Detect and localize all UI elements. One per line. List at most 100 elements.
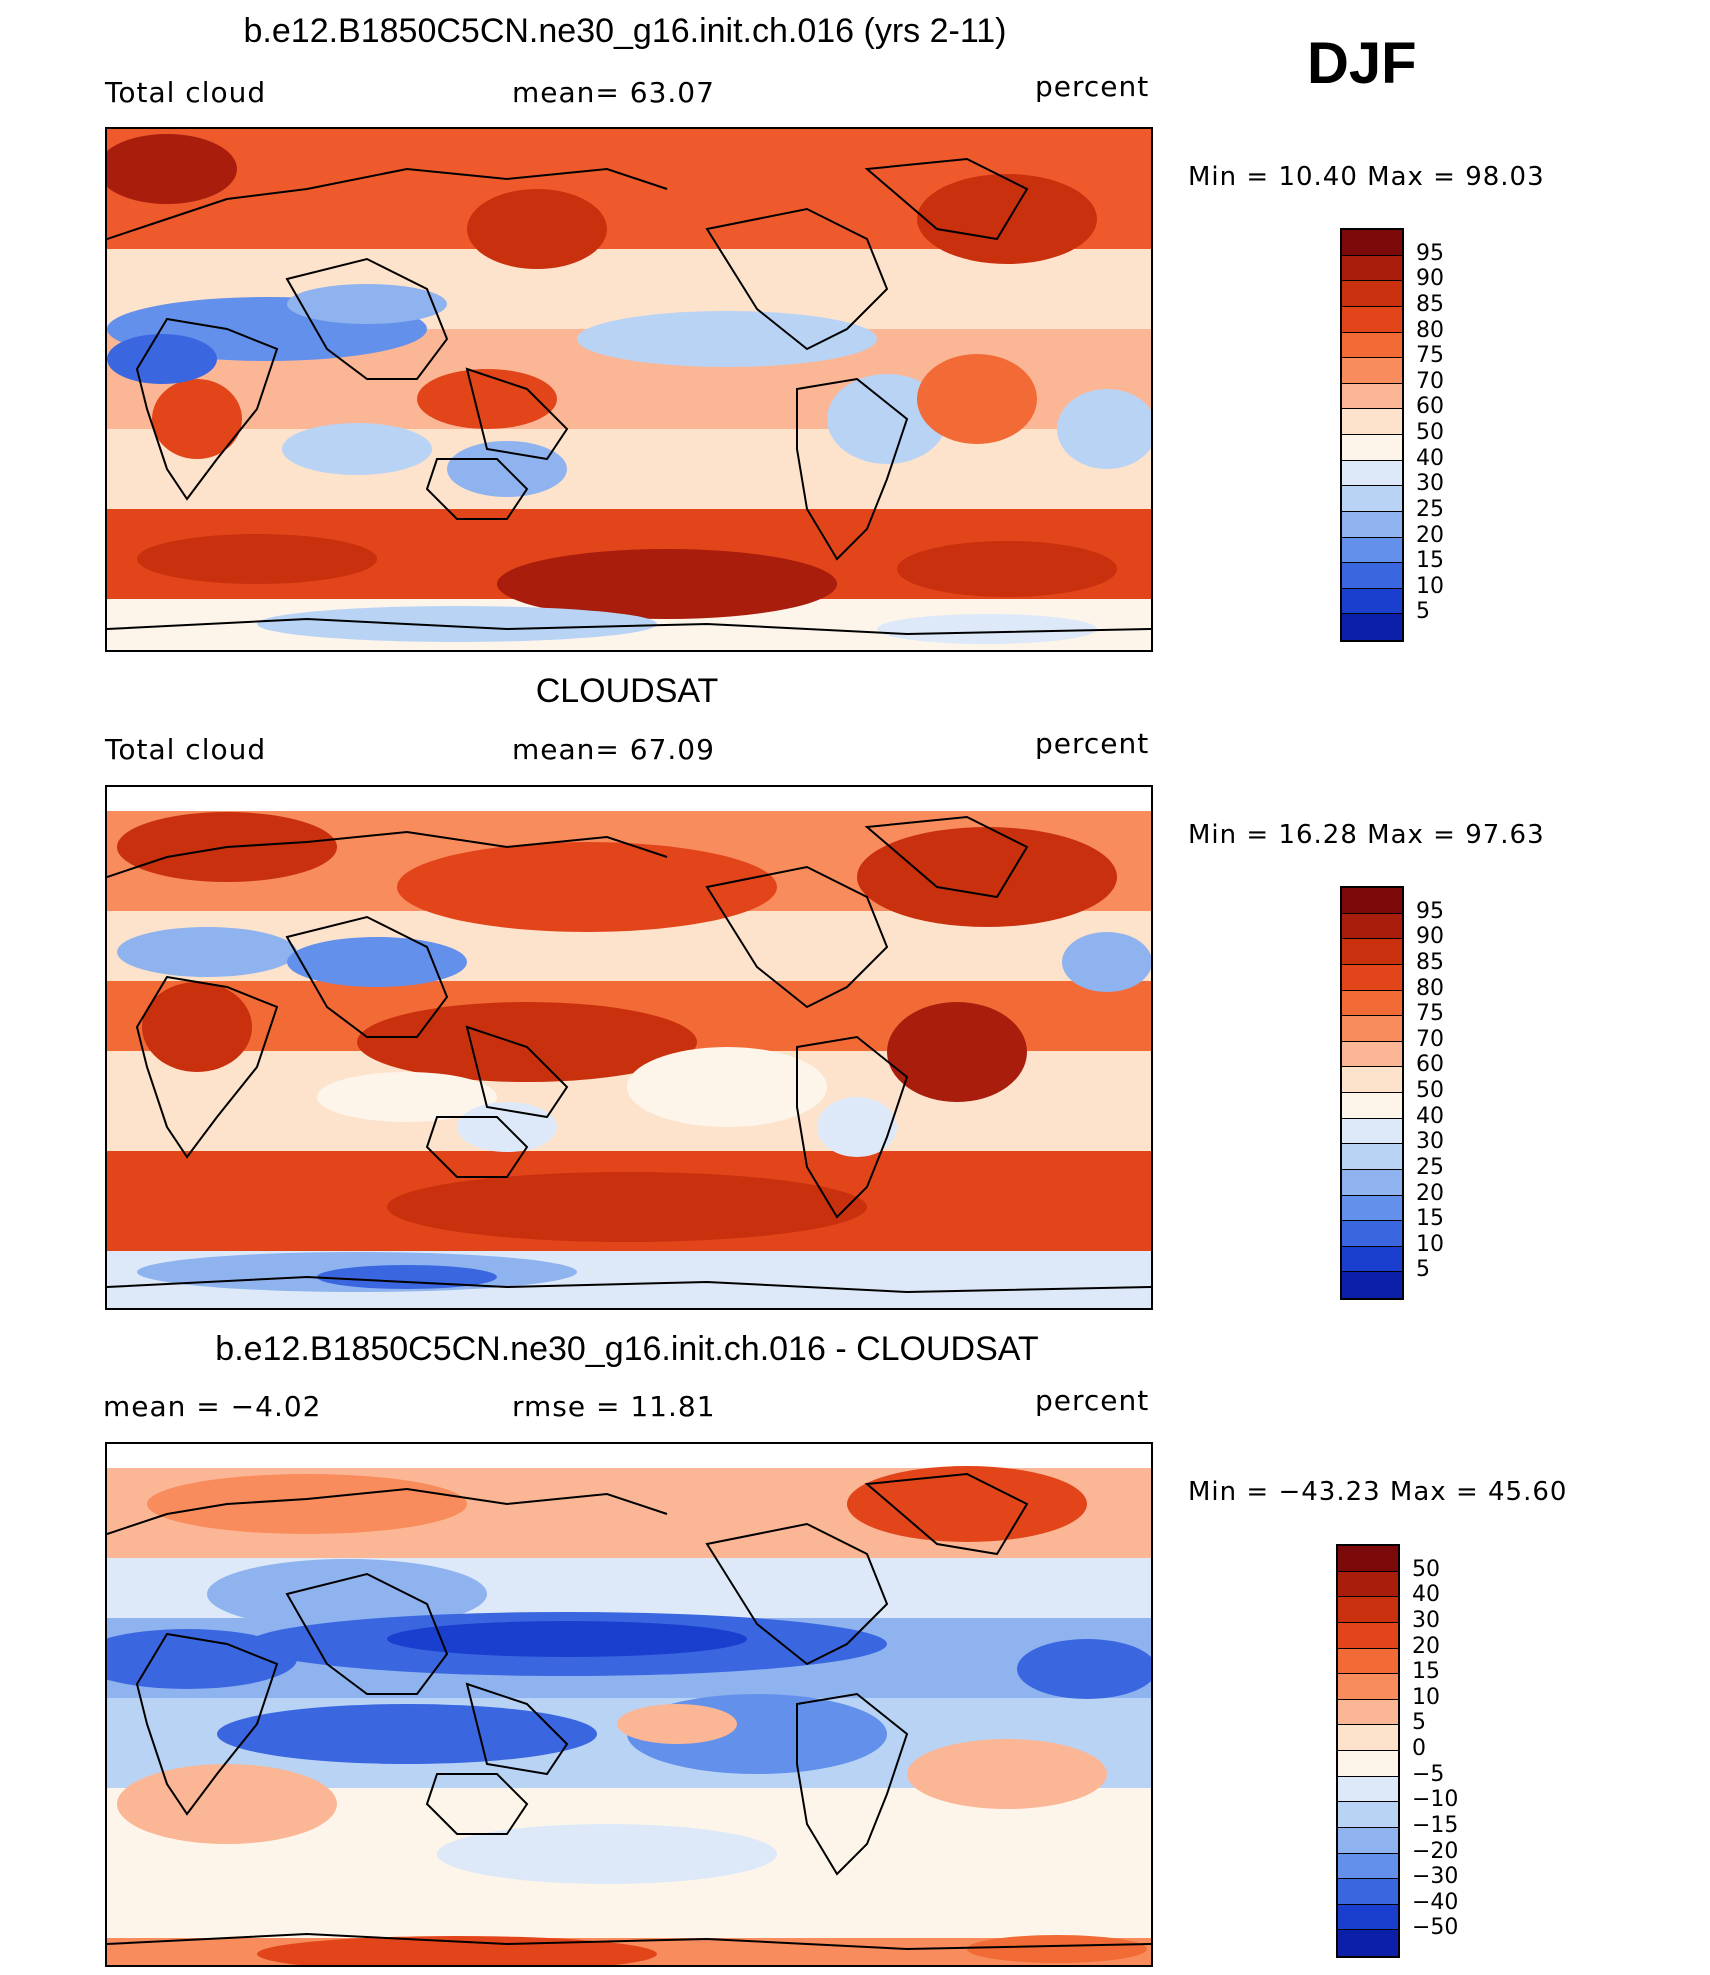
colorbar-swatch (1342, 511, 1402, 538)
colorbar-swatch (1342, 588, 1402, 615)
colorbar-tick-label: 30 (1416, 1129, 1444, 1155)
colorbar-swatch (1342, 1118, 1402, 1145)
panel-1-field-svg (107, 129, 1151, 650)
colorbar-swatch (1338, 1827, 1398, 1854)
colorbar-tick-label: 60 (1416, 394, 1444, 420)
colorbar-swatch (1342, 888, 1402, 914)
colorbar-swatch (1338, 1853, 1398, 1880)
colorbar-tick-label: −40 (1412, 1889, 1459, 1915)
colorbar-swatch (1342, 332, 1402, 359)
colorbar-tick-label: 10 (1416, 573, 1444, 599)
colorbar-tick-label: 60 (1416, 1052, 1444, 1078)
colorbar-swatch (1342, 1016, 1402, 1042)
panel-3-title: b.e12.B1850C5CN.ne30_g16.init.ch.016 - C… (215, 1330, 1039, 1368)
colorbar-tick-label: 50 (1416, 420, 1444, 445)
colorbar-swatch (1342, 990, 1402, 1017)
colorbar-tick-label: −10 (1412, 1787, 1459, 1813)
colorbar-swatch (1342, 1067, 1402, 1093)
colorbar-swatch (1342, 1041, 1402, 1068)
colorbar-swatch (1342, 1221, 1402, 1247)
panel-2-mean-label: mean= 67.09 (512, 733, 715, 766)
panel-2-map (105, 785, 1153, 1310)
colorbar-tick-label: −50 (1412, 1915, 1459, 1941)
colorbar-tick-label: 40 (1416, 1103, 1444, 1129)
panel-3-map (105, 1442, 1153, 1967)
colorbar-tick-label: 20 (1416, 522, 1444, 548)
colorbar-tick-label: 90 (1416, 266, 1444, 292)
colorbar-swatch (1342, 306, 1402, 333)
colorbar-swatch (1338, 1571, 1398, 1598)
colorbar-tick-label: 80 (1416, 317, 1444, 343)
colorbar-swatch (1342, 255, 1402, 282)
colorbar-tick-label: 10 (1412, 1684, 1440, 1710)
panel-1-field-label: Total cloud (105, 76, 267, 109)
colorbar-swatch (1342, 913, 1402, 940)
colorbar-swatch (1338, 1802, 1398, 1828)
colorbar-swatch (1342, 939, 1402, 965)
colorbar-swatch (1342, 537, 1402, 564)
colorbar-swatch (1342, 435, 1402, 461)
colorbar-swatch (1342, 1169, 1402, 1196)
colorbar-tick-label: 40 (1412, 1582, 1440, 1608)
panel-2-field-label: Total cloud (105, 733, 267, 766)
colorbar-swatch (1342, 383, 1402, 410)
colorbar-tick-label: 75 (1416, 1001, 1444, 1027)
colorbar-swatch (1342, 614, 1402, 640)
colorbar-tick-label: 80 (1416, 975, 1444, 1001)
colorbar-swatch (1342, 486, 1402, 512)
colorbar-tick-label: 15 (1412, 1659, 1440, 1685)
colorbar-swatch (1338, 1699, 1398, 1726)
colorbar-swatch (1338, 1930, 1398, 1956)
colorbar-swatch (1342, 230, 1402, 256)
colorbar-tick-label: −30 (1412, 1864, 1459, 1890)
panel-1-mean-label: mean= 63.07 (512, 76, 715, 109)
colorbar-tick-label: 95 (1416, 240, 1444, 266)
colorbar-swatch (1338, 1904, 1398, 1931)
panel-2-title: CLOUDSAT (535, 672, 719, 710)
colorbar-tick-label: 70 (1416, 1026, 1444, 1052)
colorbar-tick-label: 15 (1416, 548, 1444, 574)
panel-1-units-label: percent (1035, 70, 1150, 103)
colorbar-swatch (1342, 563, 1402, 589)
colorbar-tick-label: 25 (1416, 496, 1444, 522)
colorbar-tick-label: 5 (1412, 1710, 1426, 1736)
panel-1-colorbar (1340, 228, 1404, 642)
colorbar-swatch (1338, 1776, 1398, 1803)
colorbar-swatch (1338, 1648, 1398, 1675)
colorbar-swatch (1338, 1674, 1398, 1700)
colorbar-tick-label: 90 (1416, 924, 1444, 950)
colorbar-swatch (1338, 1622, 1398, 1649)
season-label: DJF (1307, 31, 1417, 96)
colorbar-tick-label: 25 (1416, 1154, 1444, 1180)
colorbar-swatch (1338, 1597, 1398, 1623)
colorbar-swatch (1342, 1246, 1402, 1273)
colorbar-swatch (1342, 358, 1402, 384)
colorbar-swatch (1342, 964, 1402, 991)
colorbar-swatch (1338, 1546, 1398, 1572)
colorbar-swatch (1342, 409, 1402, 435)
colorbar-swatch (1342, 1093, 1402, 1119)
panel-3-field-svg (107, 1444, 1151, 1965)
panel-2-field-svg (107, 787, 1151, 1308)
colorbar-tick-label: 20 (1416, 1180, 1444, 1206)
panel-3-minmax: Min = −43.23 Max = 45.60 (1188, 1477, 1568, 1507)
colorbar-tick-label: 50 (1416, 1078, 1444, 1103)
colorbar-swatch (1338, 1725, 1398, 1751)
panel-3-rmse-label: rmse = 11.81 (512, 1390, 716, 1423)
panel-1-map (105, 127, 1153, 652)
colorbar-swatch (1338, 1879, 1398, 1905)
colorbar-tick-label: 10 (1416, 1231, 1444, 1257)
colorbar-tick-label: −5 (1412, 1761, 1445, 1787)
panel-3-units-label: percent (1035, 1384, 1150, 1417)
colorbar-tick-label: 5 (1416, 1257, 1430, 1283)
colorbar-tick-label: −15 (1412, 1812, 1459, 1838)
colorbar-tick-label: 85 (1416, 291, 1444, 317)
panel-1-title: b.e12.B1850C5CN.ne30_g16.init.ch.016 (yr… (243, 12, 1007, 50)
panel-1-minmax: Min = 10.40 Max = 98.03 (1188, 162, 1545, 192)
colorbar-tick-label: 5 (1416, 599, 1430, 625)
panel-2-minmax: Min = 16.28 Max = 97.63 (1188, 820, 1545, 850)
colorbar-swatch (1342, 460, 1402, 487)
panel-2-units-label: percent (1035, 727, 1150, 760)
colorbar-tick-label: 30 (1412, 1607, 1440, 1633)
panel-3-colorbar (1336, 1544, 1400, 1958)
